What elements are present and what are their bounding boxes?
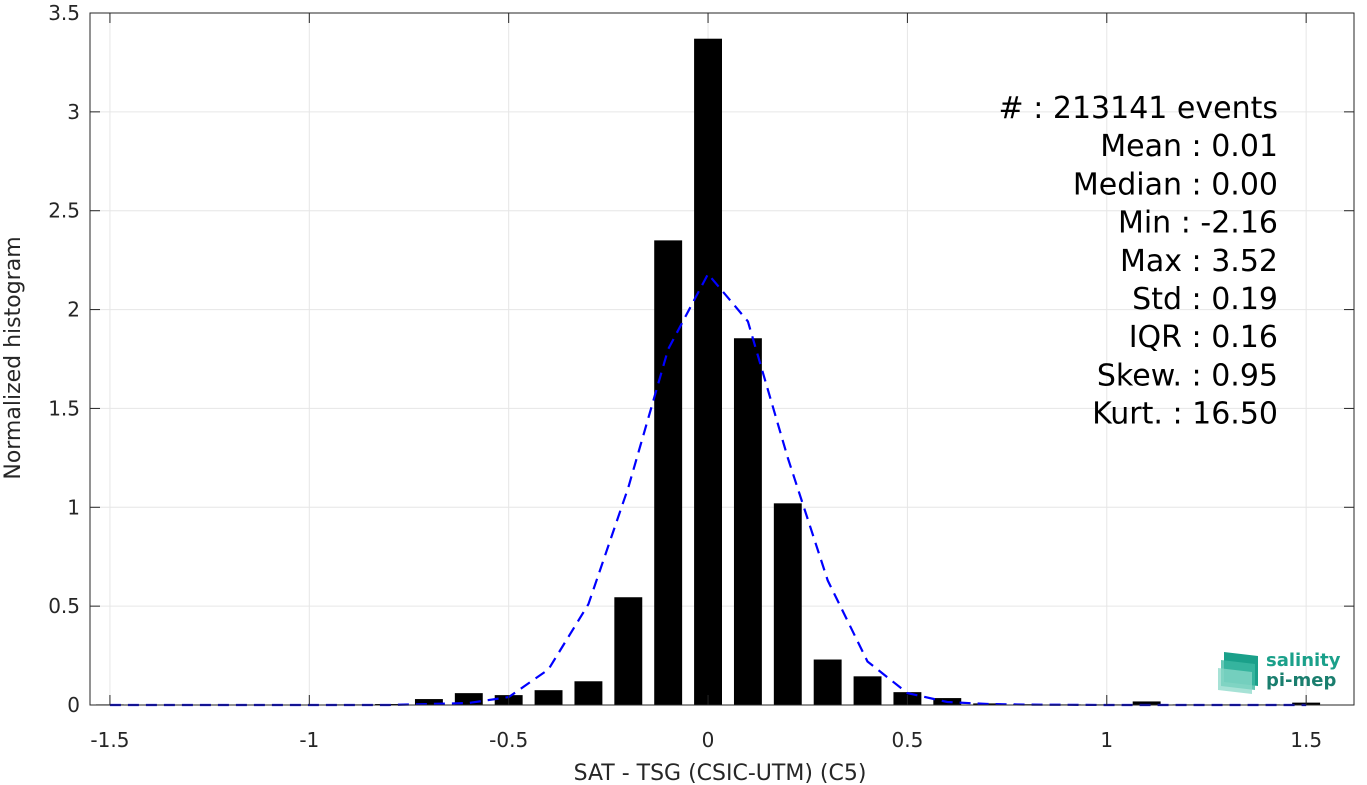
stat-line: Kurt. : 16.50: [1092, 397, 1278, 432]
y-tick-label: 1.5: [48, 396, 80, 420]
wave-logo-icon: [1218, 652, 1258, 694]
stat-line: Mean : 0.01: [1100, 129, 1278, 164]
stat-line: Min : -2.16: [1118, 206, 1278, 241]
x-axis-label: SAT - TSG (CSIC-UTM) (C5): [574, 761, 867, 785]
histogram-bar: [773, 503, 802, 705]
logo-line1: salinity: [1266, 650, 1341, 671]
y-tick-label: 3.5: [48, 1, 80, 25]
bars: [95, 38, 1321, 706]
x-tick-label: -0.5: [489, 728, 528, 752]
fit-curve: [109, 272, 1307, 707]
stat-line: IQR : 0.16: [1129, 320, 1278, 355]
salinity-pi-mep-logo: salinity pi-mep: [1218, 650, 1341, 694]
y-tick-label: 3: [67, 100, 80, 124]
stat-line: Std : 0.19: [1132, 282, 1278, 317]
y-axis-label: Normalized histogram: [1, 236, 26, 479]
logo-line2: pi-mep: [1266, 670, 1336, 691]
x-tick-label: 1.5: [1290, 728, 1322, 752]
histogram-bar: [534, 690, 563, 705]
y-tick-labels: 0 0.5 1 1.5 2 2.5 3 3.5: [48, 1, 80, 717]
y-tick-label: 2: [67, 298, 80, 322]
x-tick-label: 0.5: [892, 728, 924, 752]
histogram-bar: [454, 693, 483, 705]
x-tick-label: 1: [1100, 728, 1113, 752]
histogram-bar: [614, 597, 643, 705]
x-tick-label: 0: [702, 728, 715, 752]
histogram-bar: [1132, 701, 1161, 705]
stat-line: Skew. : 0.95: [1097, 358, 1278, 393]
histogram-bar: [574, 681, 603, 705]
stat-line: Max : 3.52: [1120, 244, 1278, 279]
histogram-bar: [694, 38, 722, 705]
y-tick-label: 0: [67, 693, 80, 717]
histogram-bar: [654, 240, 683, 705]
y-tick-label: 1: [67, 495, 80, 519]
y-tick-label: 2.5: [48, 199, 80, 223]
ticks: [90, 12, 1354, 706]
histogram-bar: [813, 659, 842, 705]
histogram-bar: [853, 676, 882, 705]
histogram-bar: [733, 338, 762, 705]
x-tick-labels: -1.5 -1 -0.5 0 0.5 1 1.5: [90, 728, 1322, 752]
y-tick-label: 0.5: [48, 594, 80, 618]
plot-frame: [89, 12, 1355, 706]
stat-line: # : 213141 events: [999, 91, 1278, 126]
x-tick-label: -1: [299, 728, 319, 752]
stat-line: Median : 0.00: [1073, 167, 1278, 202]
x-tick-label: -1.5: [90, 728, 129, 752]
histogram-bar: [414, 699, 443, 705]
